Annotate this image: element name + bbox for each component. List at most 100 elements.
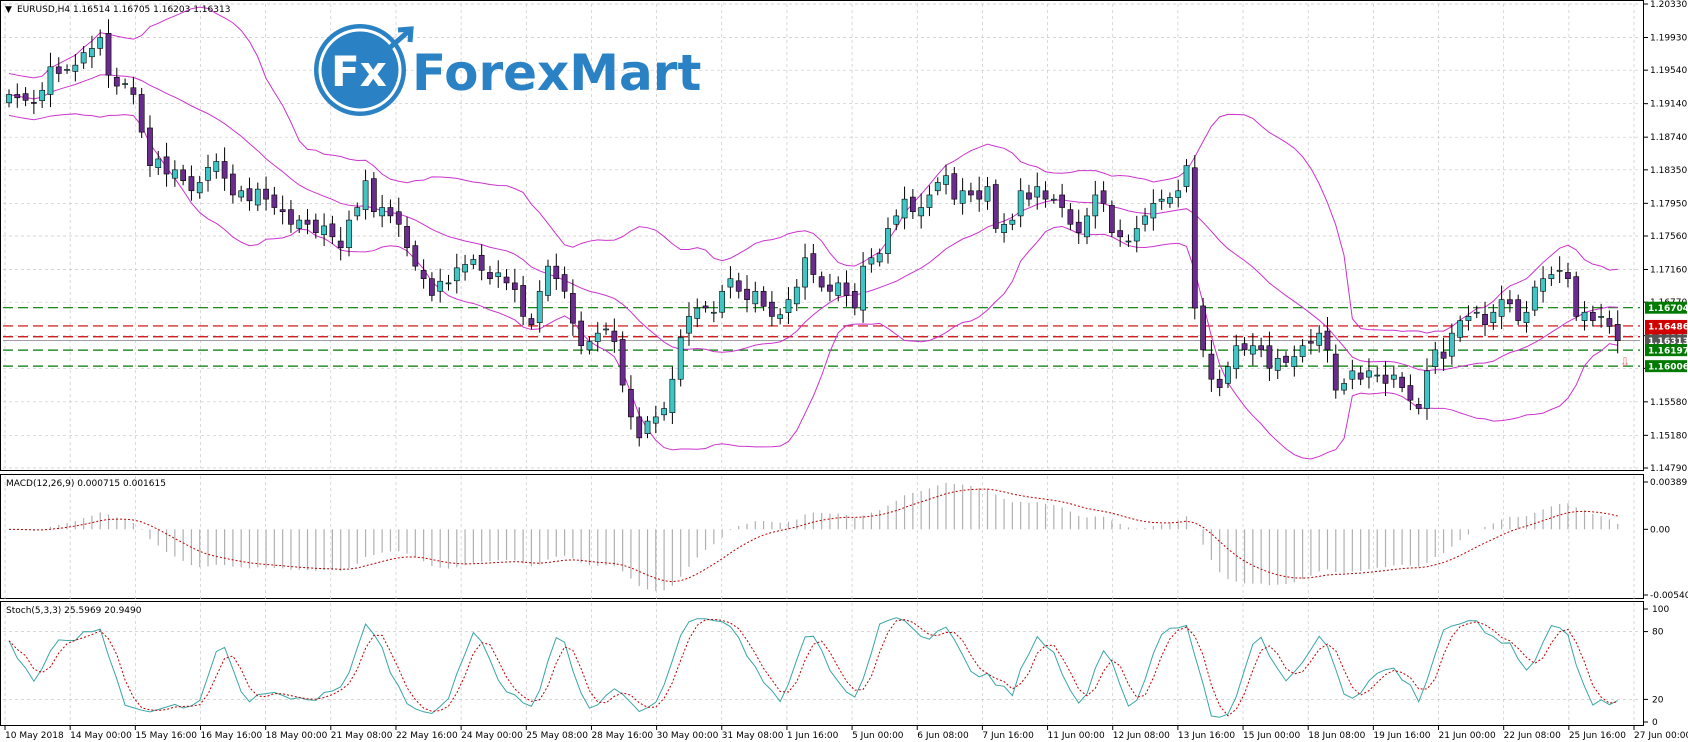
candle-body xyxy=(147,127,153,166)
candle-body xyxy=(1241,343,1248,351)
candle-body xyxy=(1399,376,1405,388)
candle-body xyxy=(520,285,526,317)
candle-body xyxy=(702,305,709,309)
candle-body xyxy=(387,207,394,217)
candle-body xyxy=(1142,215,1148,225)
candle-body xyxy=(362,180,369,210)
candle-body xyxy=(1498,299,1505,317)
time-tick-label: 12 Jun 08:00 xyxy=(1113,731,1170,741)
candle-body xyxy=(1349,370,1356,380)
candle-body xyxy=(992,184,999,229)
forexmart-logo: Fx ForexMart xyxy=(314,24,701,116)
stoch-panel[interactable] xyxy=(0,601,1644,726)
candle-body xyxy=(1158,198,1165,202)
candle-body xyxy=(1258,345,1265,351)
candle-body xyxy=(644,420,651,434)
candle-body xyxy=(810,253,817,275)
candle-body xyxy=(14,94,21,99)
candle-body xyxy=(1167,197,1173,204)
candle-body xyxy=(296,219,303,229)
stoch-tick-label: 20 xyxy=(1652,695,1664,705)
macd-panel[interactable] xyxy=(0,474,1644,599)
candle-body xyxy=(851,290,858,309)
candle-body xyxy=(686,316,692,334)
time-tick-label: 27 Jun 00:00 xyxy=(1634,731,1688,741)
candle-body xyxy=(586,341,593,351)
price-tick-label: 1.17950 xyxy=(1650,199,1687,209)
level-price-box xyxy=(1645,319,1687,332)
candle-body xyxy=(205,167,211,181)
candle-body xyxy=(462,264,468,273)
candle-body xyxy=(926,194,933,208)
candle-body xyxy=(337,240,344,249)
candle-body xyxy=(503,276,510,284)
time-tick-label: 21 May 08:00 xyxy=(331,731,393,741)
time-tick-label: 22 Jun 08:00 xyxy=(1504,731,1561,741)
price-panel[interactable] xyxy=(0,0,1644,471)
candle-body xyxy=(1316,332,1323,346)
candle-body xyxy=(1523,311,1530,323)
macd-label: MACD(12,26,9) 0.000715 0.001615 xyxy=(6,479,166,489)
candle-body xyxy=(138,94,145,133)
candle-body xyxy=(893,215,900,225)
candle-body xyxy=(1225,366,1231,384)
logo-circle-icon xyxy=(314,24,406,116)
candle-body xyxy=(943,175,949,185)
level-price-box xyxy=(1645,360,1687,373)
candle-body xyxy=(379,207,386,217)
candle-body xyxy=(437,280,444,292)
candle-body xyxy=(246,188,253,202)
time-tick-label: 22 May 16:00 xyxy=(396,731,458,741)
time-tick-label: 6 Jun 08:00 xyxy=(917,731,969,741)
time-tick-label: 18 Jun 08:00 xyxy=(1308,731,1365,741)
candle-body xyxy=(288,209,294,225)
candle-body xyxy=(1067,209,1074,225)
time-tick-label: 25 Jun 16:00 xyxy=(1569,731,1626,741)
candle-body xyxy=(130,87,137,95)
candle-body xyxy=(221,161,228,179)
candle-body xyxy=(744,288,750,300)
time-tick-label: 13 Jun 16:00 xyxy=(1178,731,1235,741)
candle-body xyxy=(1299,345,1306,357)
price-tick-label: 1.20330 xyxy=(1650,0,1687,10)
candle-body xyxy=(354,207,361,217)
level-price-box xyxy=(1645,301,1687,314)
candle-body xyxy=(263,188,269,200)
price-tick-label: 1.19140 xyxy=(1650,100,1687,110)
time-tick-label: 1 Jun 16:00 xyxy=(787,731,839,741)
candle-body xyxy=(769,301,775,317)
candle-body xyxy=(1407,385,1414,401)
candle-body xyxy=(1100,190,1107,204)
candle-body xyxy=(752,290,759,305)
candle-body xyxy=(1432,349,1439,367)
candle-body xyxy=(1382,374,1389,384)
level-price-box xyxy=(1645,334,1687,347)
candle-body xyxy=(909,196,916,213)
candle-body xyxy=(254,188,261,206)
price-tick-label: 1.15180 xyxy=(1650,431,1687,441)
candle-body xyxy=(984,186,991,202)
candle-body xyxy=(1490,311,1497,323)
price-levels xyxy=(3,307,1640,367)
grid xyxy=(3,3,1640,724)
candle-body xyxy=(72,64,79,72)
candle-body xyxy=(528,318,535,326)
candle-body xyxy=(180,169,187,182)
candle-body xyxy=(1042,190,1049,200)
candle-body xyxy=(553,265,560,280)
menu-triangle-icon[interactable]: ▼ xyxy=(5,5,12,15)
candle-body xyxy=(1374,374,1381,377)
candle-body xyxy=(536,290,543,323)
candle-body xyxy=(1208,353,1215,380)
price-tick-label: 1.15580 xyxy=(1650,398,1687,408)
level-price-label: 1.16313 xyxy=(1648,337,1688,347)
time-tick-label: 18 May 00:00 xyxy=(266,731,328,741)
candle-body xyxy=(412,245,419,267)
time-tick-label: 31 May 08:00 xyxy=(722,731,784,741)
stoch-main-line xyxy=(8,617,1618,718)
candle-body xyxy=(1026,192,1032,200)
candle-body xyxy=(1540,278,1546,292)
candle-body xyxy=(661,408,667,416)
candle-body xyxy=(636,416,643,439)
